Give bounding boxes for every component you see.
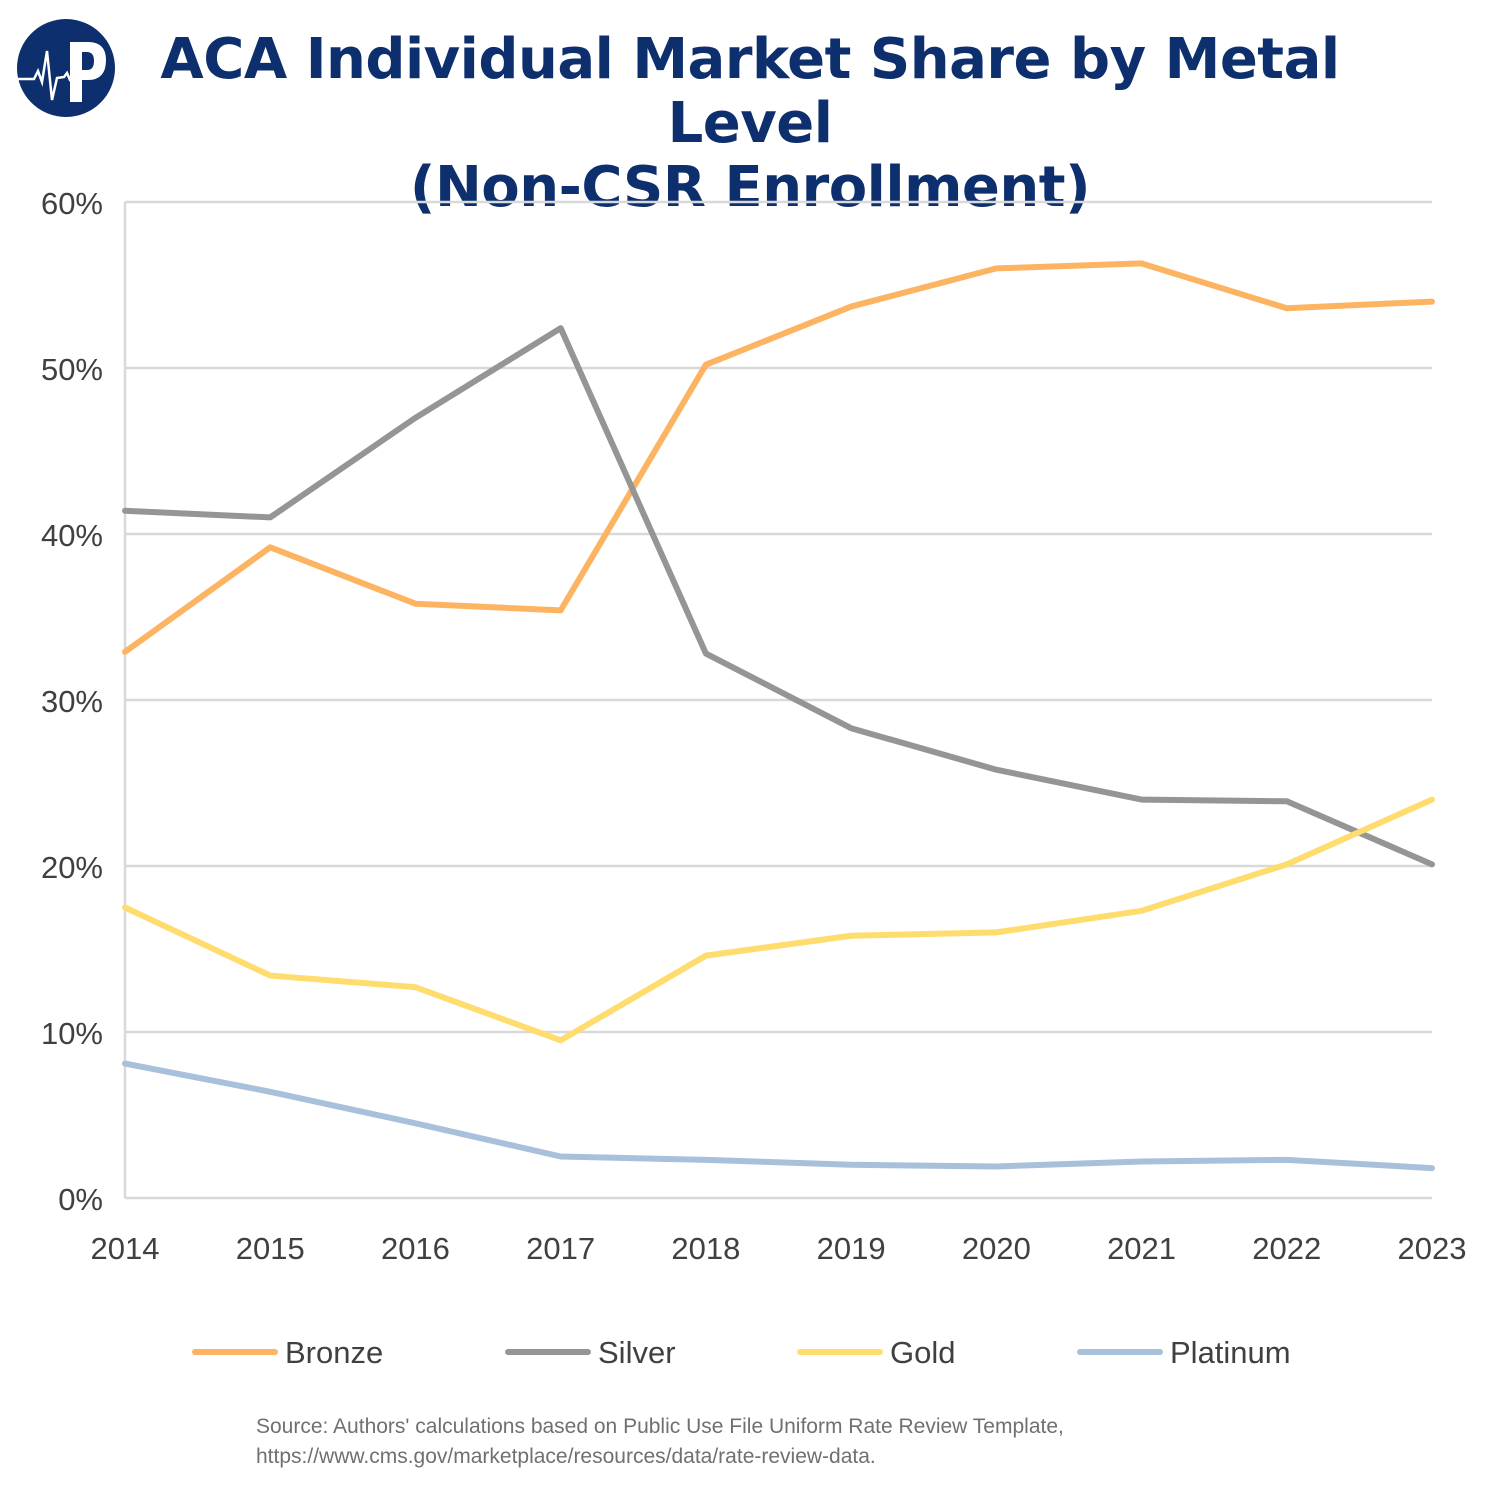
x-tick-label: 2022 (1252, 1231, 1321, 1266)
subtitle-line: (Non-CSR Enrollment) (409, 155, 1091, 220)
legend-label-bronze: Bronze (285, 1335, 383, 1370)
x-tick-label: 2021 (1107, 1231, 1176, 1266)
legend-label-silver: Silver (598, 1335, 676, 1370)
series-line-bronze (122, 260, 1435, 655)
source-line-2: https://www.cms.gov/marketplace/resource… (256, 1445, 876, 1468)
y-tick-label: 50% (41, 352, 103, 387)
series-line-silver (122, 325, 1435, 868)
series-line-platinum (122, 1060, 1435, 1172)
line-chart: 0% 10% 20% 30% 40% 50% 60% 2014 2015 2016 2017 2018… (41, 186, 1467, 1370)
source-line-1: Source: Authors' calculations based on P… (256, 1415, 1064, 1438)
series-line-gold (122, 796, 1435, 1044)
x-tick-label: 2019 (817, 1231, 886, 1266)
logo (17, 19, 115, 117)
source-note: Source: Authors' calculations based on P… (256, 1412, 1064, 1472)
x-tick-label: 2014 (91, 1231, 160, 1266)
x-tick-label: 2015 (236, 1231, 305, 1266)
y-tick-label: 20% (41, 850, 103, 885)
y-tick-label: 60% (41, 186, 103, 221)
x-tick-label: 2023 (1398, 1231, 1467, 1266)
legend-label-platinum: Platinum (1170, 1335, 1291, 1370)
legend-label-gold: Gold (890, 1335, 955, 1370)
x-tick-label: 2017 (526, 1231, 595, 1266)
x-tick-label: 2016 (381, 1231, 450, 1266)
title-line: ACA Individual Market Share by Metal Lev… (160, 27, 1340, 156)
x-tick-label: 2020 (962, 1231, 1031, 1266)
y-tick-label: 40% (41, 518, 103, 553)
y-tick-label: 0% (58, 1182, 103, 1217)
chart-title: ACA Individual Market Share by Metal Lev… (130, 28, 1370, 220)
x-tick-label: 2018 (671, 1231, 740, 1266)
y-tick-label: 10% (41, 1016, 103, 1051)
y-tick-label: 30% (41, 684, 103, 719)
